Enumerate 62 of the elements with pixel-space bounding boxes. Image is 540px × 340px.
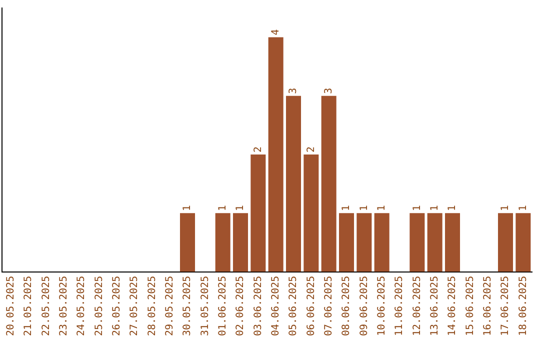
- x-tick-label: 12.06.2025: [412, 276, 423, 336]
- bar: [268, 37, 284, 272]
- x-tick-label: 10.06.2025: [376, 276, 388, 336]
- bar: [374, 213, 390, 272]
- data-label: 1: [412, 205, 423, 212]
- data-label: 3: [323, 88, 334, 94]
- x-tick-label: 27.05.2025: [129, 276, 140, 336]
- data-label: 1: [217, 205, 228, 212]
- x-tick-label: 09.06.2025: [358, 276, 370, 336]
- x-tick-label: 22.05.2025: [40, 276, 52, 336]
- data-label: 1: [518, 205, 529, 212]
- bar: [286, 96, 302, 272]
- data-label: 2: [252, 146, 264, 153]
- x-tick-label: 23.05.2025: [58, 276, 70, 336]
- x-tick-label: 01.06.2025: [217, 276, 228, 336]
- x-tick-label: 21.05.2025: [23, 276, 34, 336]
- data-label: 1: [235, 205, 246, 212]
- x-tick-label: 05.06.2025: [288, 276, 300, 336]
- x-tick-label: 25.05.2025: [94, 276, 105, 336]
- x-tick-label: 28.05.2025: [146, 276, 158, 336]
- x-tick-label: 03.06.2025: [252, 276, 264, 336]
- x-tick-label: 31.05.2025: [200, 276, 211, 336]
- x-tick-label: 30.05.2025: [182, 276, 194, 336]
- bar: [232, 213, 248, 272]
- data-label: 1: [341, 205, 352, 212]
- x-tick-label: 17.06.2025: [500, 276, 512, 336]
- data-label: 3: [288, 88, 300, 94]
- data-label: 1: [182, 205, 194, 212]
- bar: [427, 213, 442, 272]
- bar: [410, 213, 425, 272]
- x-tick-label: 15.06.2025: [464, 276, 476, 336]
- x-tick-label: 16.06.2025: [482, 276, 494, 336]
- bar: [498, 213, 514, 272]
- bar: [338, 213, 354, 272]
- bar: [180, 213, 196, 272]
- x-tick-label: 26.05.2025: [111, 276, 122, 336]
- data-label: 4: [270, 29, 282, 36]
- x-tick-label: 20.05.2025: [5, 276, 16, 336]
- data-label: 1: [358, 205, 370, 212]
- data-label: 1: [429, 205, 440, 212]
- x-tick-label: 02.06.2025: [235, 276, 246, 336]
- bar: [250, 154, 266, 272]
- data-label: 1: [500, 205, 512, 212]
- bar: [444, 213, 460, 272]
- bar: [516, 213, 531, 272]
- x-tick-label: 13.06.2025: [429, 276, 440, 336]
- x-tick-label: 24.05.2025: [76, 276, 88, 336]
- data-label: 2: [306, 146, 317, 153]
- bar: [356, 213, 372, 272]
- x-tick-label: 08.06.2025: [341, 276, 352, 336]
- x-tick-label: 04.06.2025: [270, 276, 282, 336]
- bar: [215, 213, 230, 272]
- x-tick-label: 07.06.2025: [323, 276, 334, 336]
- x-tick-label: 11.06.2025: [394, 276, 406, 336]
- data-label: 1: [447, 205, 458, 212]
- x-tick-label: 14.06.2025: [447, 276, 458, 336]
- x-tick-label: 29.05.2025: [164, 276, 176, 336]
- x-tick-label: 18.06.2025: [518, 276, 529, 336]
- bar: [304, 154, 319, 272]
- x-tick-label: 06.06.2025: [306, 276, 317, 336]
- bar: [321, 96, 336, 272]
- data-label: 1: [376, 205, 388, 212]
